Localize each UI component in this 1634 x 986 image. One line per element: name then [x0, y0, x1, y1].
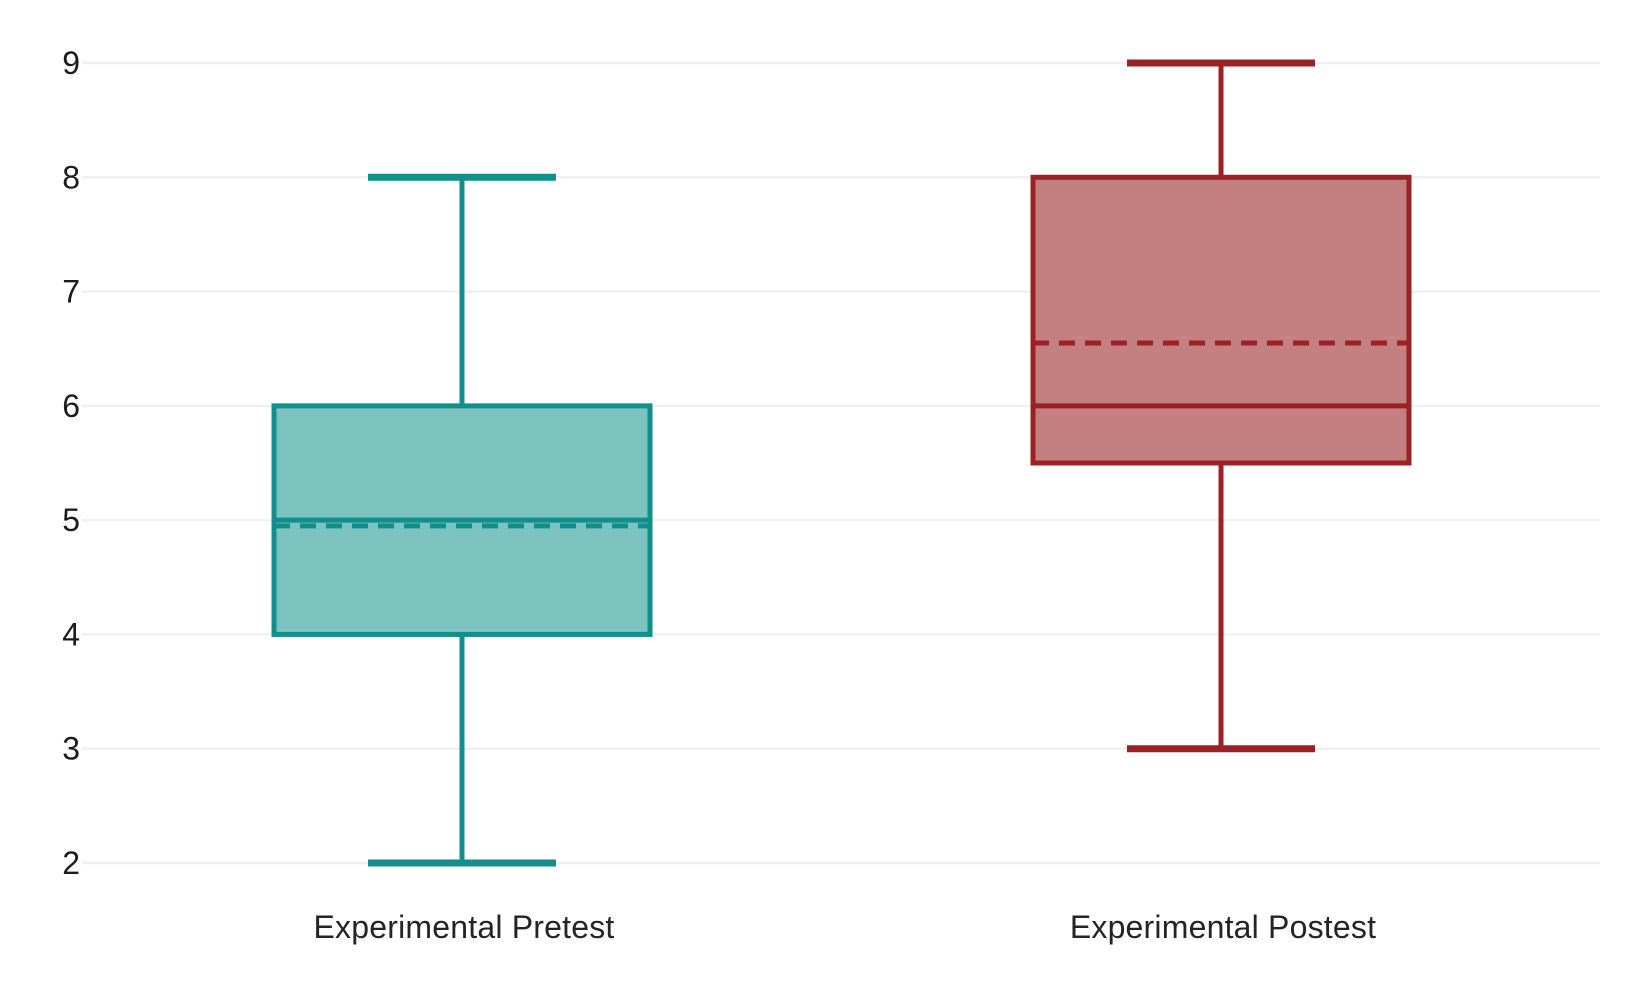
y-tick-label-4: 4	[62, 616, 80, 652]
y-axis-tick-labels: 9 8 7 6 5 4 3 2	[62, 45, 80, 881]
y-tick-label-9: 9	[62, 45, 80, 81]
y-tick-label-8: 8	[62, 159, 80, 195]
y-tick-label-3: 3	[62, 731, 80, 767]
boxplot-postest	[1030, 59, 1412, 753]
x-category-label-postest: Experimental Postest	[1069, 909, 1377, 945]
y-tick-label-5: 5	[62, 502, 80, 538]
boxplot-series	[271, 59, 1412, 867]
y-tick-label-7: 7	[62, 274, 80, 310]
boxplot-pretest	[271, 173, 653, 867]
y-tick-label-2: 2	[62, 845, 80, 881]
x-category-label-pretest: Experimental Pretest	[313, 909, 615, 945]
iqr-box	[1030, 174, 1412, 466]
y-tick-label-6: 6	[62, 388, 80, 424]
